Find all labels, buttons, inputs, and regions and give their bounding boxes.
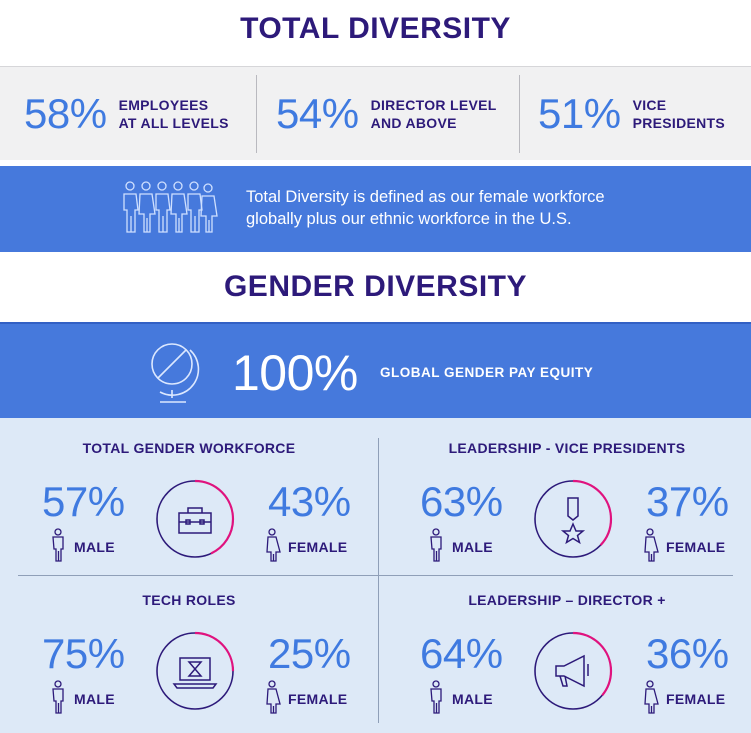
- male-percentage: 64%: [420, 630, 503, 677]
- stat-vp-label: VICE PRESIDENTS: [633, 96, 725, 132]
- female-share-arc: [155, 631, 235, 711]
- female-percentage: 43%: [268, 478, 351, 525]
- stat-vp-label-line2: PRESIDENTS: [632, 115, 726, 131]
- people-group-icon: [123, 181, 218, 233]
- female-indicator: FEMALE: [640, 680, 725, 717]
- female-indicator: FEMALE: [262, 680, 347, 717]
- female-icon: [640, 680, 660, 717]
- stat-vp-value: 51%: [538, 90, 621, 137]
- male-indicator: MALE: [48, 528, 115, 565]
- male-percentage: 75%: [42, 630, 125, 677]
- female-label: FEMALE: [288, 538, 348, 555]
- stats-divider: [519, 75, 520, 153]
- definition-text: Total Diversity is defined as our female…: [246, 186, 726, 230]
- quadrant-total-workforce: TOTAL GENDER WORKFORCE 57% 43% MALE FEMALE: [4, 418, 374, 568]
- female-percentage: 25%: [268, 630, 351, 677]
- stat-employees-label-line1: EMPLOYEES: [118, 97, 209, 113]
- definition-line2: globally plus our ethnic workforce in th…: [246, 210, 572, 228]
- quadrant-title: LEADERSHIP - VICE PRESIDENTS: [448, 440, 686, 456]
- megaphone-icon: [533, 631, 613, 711]
- gender-diversity-title: GENDER DIVERSITY: [223, 270, 528, 303]
- stat-employees-label: EMPLOYEES AT ALL LEVELS: [119, 96, 229, 132]
- female-share-arc: [533, 479, 613, 559]
- quadrant-title: TOTAL GENDER WORKFORCE: [82, 440, 296, 456]
- quadrant-leadership-vp: LEADERSHIP - VICE PRESIDENTS 63% 37% MALE FE…: [382, 418, 751, 568]
- pay-equity-banner: 100% GLOBAL GENDER PAY EQUITY: [0, 322, 751, 418]
- panel-vertical-divider: [378, 438, 379, 723]
- male-icon: [426, 680, 446, 717]
- male-indicator: MALE: [48, 680, 115, 717]
- definition-banner: Total Diversity is defined as our female…: [0, 166, 751, 252]
- stat-director-label-line2: AND ABOVE: [370, 115, 457, 131]
- stat-employees-value: 58%: [24, 90, 107, 137]
- quadrant-tech-roles: TECH ROLES 75% 25% MALE FEMALE: [4, 570, 374, 720]
- pay-equity-value: 100%: [232, 345, 358, 401]
- toolbox-icon: [155, 479, 235, 559]
- quadrant-title: TECH ROLES: [142, 592, 236, 608]
- female-percentage: 37%: [646, 478, 729, 525]
- medal-icon: [533, 479, 613, 559]
- male-indicator: MALE: [426, 528, 493, 565]
- male-icon: [426, 528, 446, 565]
- male-icon: [48, 528, 68, 565]
- laptop-hourglass-icon: [155, 631, 235, 711]
- stat-employees-label-line2: AT ALL LEVELS: [118, 115, 229, 131]
- stat-director: 54% DIRECTOR LEVEL AND ABOVE: [276, 67, 497, 161]
- female-label: FEMALE: [288, 690, 348, 707]
- male-label: MALE: [452, 538, 493, 555]
- globe-icon: [151, 343, 200, 403]
- male-percentage: 57%: [42, 478, 125, 525]
- panel-horizontal-divider: [18, 575, 733, 576]
- quadrant-title: LEADERSHIP – DIRECTOR +: [468, 592, 666, 608]
- female-label: FEMALE: [666, 690, 726, 707]
- male-indicator: MALE: [426, 680, 493, 717]
- female-icon: [262, 528, 282, 565]
- female-indicator: FEMALE: [640, 528, 725, 565]
- female-label: FEMALE: [666, 538, 726, 555]
- male-label: MALE: [74, 538, 115, 555]
- stat-director-label: DIRECTOR LEVEL AND ABOVE: [371, 96, 497, 132]
- female-icon: [262, 680, 282, 717]
- total-diversity-stats: 58% EMPLOYEES AT ALL LEVELS 54% DIRECTOR…: [0, 66, 751, 160]
- female-percentage: 36%: [646, 630, 729, 677]
- total-diversity-title: TOTAL DIVERSITY: [240, 12, 511, 45]
- male-percentage: 63%: [420, 478, 503, 525]
- stat-employees: 58% EMPLOYEES AT ALL LEVELS: [24, 67, 229, 161]
- stat-vp-label-line1: VICE: [632, 97, 667, 113]
- quadrant-leadership-director: LEADERSHIP – DIRECTOR + 64% 36% MALE FEMALE: [382, 570, 751, 720]
- stat-director-label-line1: DIRECTOR LEVEL: [370, 97, 497, 113]
- female-share-arc: [155, 479, 235, 559]
- female-indicator: FEMALE: [262, 528, 347, 565]
- male-label: MALE: [452, 690, 493, 707]
- female-icon: [640, 528, 660, 565]
- gender-panel: TOTAL GENDER WORKFORCE 57% 43% MALE FEMALE L…: [0, 418, 751, 733]
- stat-director-value: 54%: [276, 90, 359, 137]
- stat-vp: 51% VICE PRESIDENTS: [538, 67, 725, 161]
- pay-equity-label: GLOBAL GENDER PAY EQUITY: [380, 365, 594, 380]
- male-icon: [48, 680, 68, 717]
- definition-line1: Total Diversity is defined as our female…: [246, 188, 605, 206]
- stats-divider: [256, 75, 257, 153]
- female-share-arc: [533, 631, 613, 711]
- male-label: MALE: [74, 690, 115, 707]
